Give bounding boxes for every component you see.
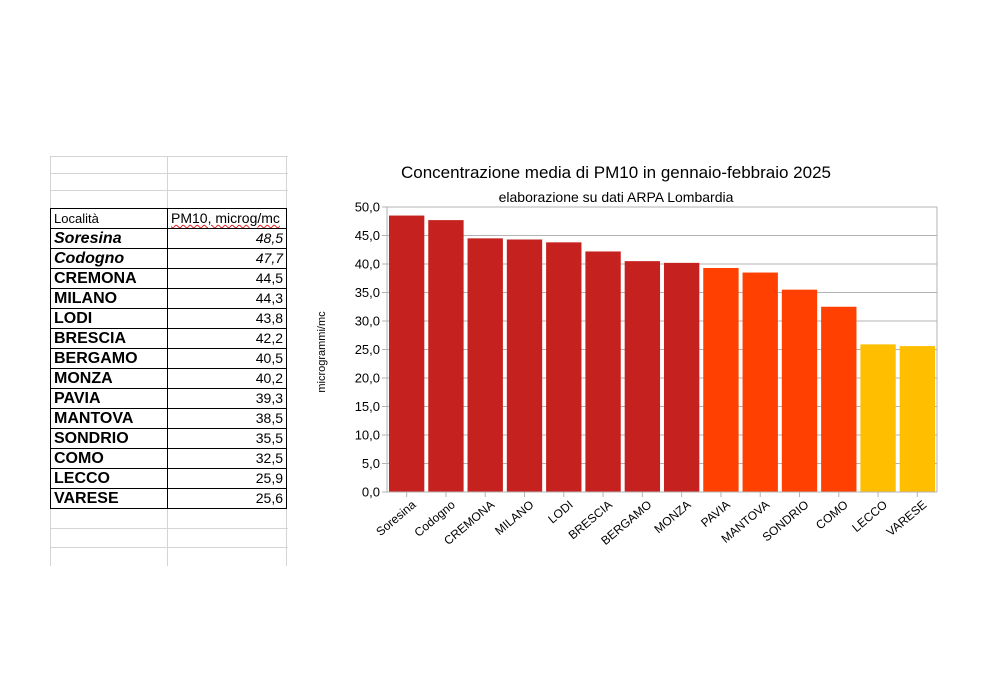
sheet-gridline [50,190,288,191]
y-tick-label: 20,0 [355,371,380,386]
location-cell[interactable]: COMO [50,448,168,469]
sheet-gridline [50,547,288,548]
x-tick-label: LODI [545,498,575,527]
bar[interactable] [428,220,464,493]
sheet-gridline [50,156,288,157]
y-tick-label: 40,0 [355,257,380,272]
x-tick-label: VARESE [884,498,930,539]
chart-subtitle: elaborazione su dati ARPA Lombardia [498,189,734,205]
location-cell[interactable]: CREMONA [50,268,168,289]
x-tick-label: COMO [813,498,851,533]
y-tick-label: 35,0 [355,285,380,300]
table-row: LECCO 25,9 [50,468,287,489]
table-row: BERGAMO 40,5 [50,348,287,369]
header-cell-pm10[interactable]: PM10, microg/mc [167,208,287,229]
sheet-gridline [50,173,288,174]
table-row: MONZA 40,2 [50,368,287,389]
x-tick-label: Soresina [373,497,419,538]
y-tick-label: 15,0 [355,399,380,414]
table-row: SONDRIO 35,5 [50,428,287,449]
bar[interactable] [585,251,621,492]
table-row: VARESE 25,6 [50,488,287,509]
bar[interactable] [506,239,543,492]
location-cell[interactable]: LODI [50,308,168,329]
bar[interactable] [703,267,739,492]
location-cell[interactable]: Codogno [50,248,168,269]
x-tick-label: MONZA [651,498,693,537]
y-axis-ticks: 0,0 5,0 10,0 15,0 20,0 25,0 30,0 35,0 40,0 45,0 50… [355,200,387,500]
sheet-gridline [50,528,288,529]
header-cell-pm10-text: PM10, microg/mc [171,210,280,226]
chart-title: Concentrazione media di PM10 in gennaio-… [400,163,831,182]
header-cell-location[interactable]: Località [50,208,168,229]
bar[interactable] [899,346,936,492]
pm10-table: Località PM10, microg/mc Soresina 48,5 Cod… [50,208,287,509]
bar[interactable] [860,344,896,492]
spreadsheet: Località PM10, microg/mc Soresina 48,5 Cod… [50,156,288,566]
bar[interactable] [546,242,582,492]
table-row: COMO 32,5 [50,448,287,469]
y-tick-label: 45,0 [355,228,380,243]
y-tick-label: 50,0 [355,200,380,215]
bars [388,215,936,493]
table-row: Codogno 47,7 [50,248,287,269]
x-tick-label: MILANO [492,498,536,538]
axes [386,207,938,493]
y-tick-label: 0,0 [362,485,380,500]
bar[interactable] [742,272,778,492]
table-row: MANTOVA 38,5 [50,408,287,429]
bar[interactable] [821,306,857,492]
y-tick-label: 10,0 [355,428,380,443]
y-tick-label: 5,0 [362,456,380,471]
table-row: LODI 43,8 [50,308,287,329]
y-tick-label: 30,0 [355,314,380,329]
location-cell[interactable]: MANTOVA [50,408,168,429]
pm10-value-cell[interactable]: 44,5 [167,268,287,289]
bar[interactable] [388,215,425,493]
y-tick-label: 25,0 [355,342,380,357]
bar[interactable] [781,289,818,492]
bar[interactable] [663,262,700,492]
location-cell[interactable]: BERGAMO [50,348,168,369]
pm10-value-cell[interactable]: 40,5 [167,348,287,369]
pm10-value-cell[interactable]: 25,6 [167,488,287,509]
table-header-row: Località PM10, microg/mc [50,208,287,229]
sheet-gridline [286,156,287,566]
bar[interactable] [467,238,503,492]
x-tick-label: PAVIA [698,498,733,530]
table-row: CREMONA 44,5 [50,268,287,289]
bar[interactable] [624,261,661,492]
